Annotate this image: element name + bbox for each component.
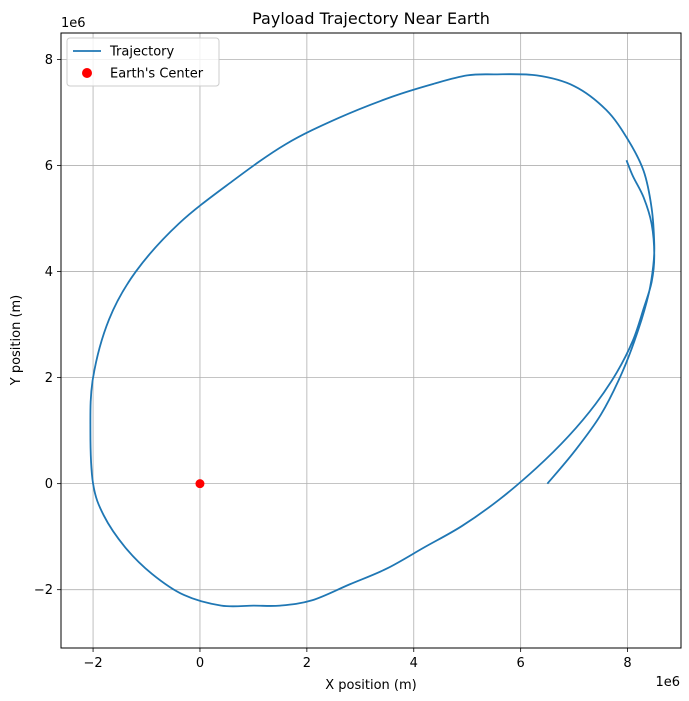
x-tick-label: 2: [303, 656, 311, 671]
x-tick-label: 8: [623, 656, 631, 671]
legend-box: [66, 37, 220, 87]
x-tick-label: 0: [196, 656, 204, 671]
y-tick-label: 6: [45, 159, 53, 174]
y-tick-label: 4: [45, 265, 53, 280]
legend-dot-swatch: [82, 68, 92, 78]
x-tick-label: −2: [83, 656, 102, 671]
x-tick-label: 6: [517, 656, 525, 671]
x-tick-label: 4: [410, 656, 418, 671]
x-axis-label: X position (m): [325, 678, 416, 693]
y-tick-label: −2: [34, 583, 53, 598]
trajectory-line: [89, 73, 656, 608]
legend: Trajectory Earth's Center: [66, 37, 220, 87]
grid: [61, 33, 681, 648]
y-offset-label: 1e6: [61, 16, 86, 31]
legend-label-trajectory: Trajectory: [109, 45, 174, 60]
chart-title: Payload Trajectory Near Earth: [252, 9, 490, 28]
earth-center-point: [195, 479, 205, 489]
plot-frame: [60, 32, 682, 649]
series-layer: [89, 73, 656, 608]
legend-label-earth-center: Earth's Center: [110, 67, 204, 82]
y-tick-label: 0: [45, 477, 53, 492]
y-axis-label: Y position (m): [9, 295, 24, 387]
y-tick-label: 2: [45, 371, 53, 386]
ticks: −2 0 2 4 6 8 −2 0 2 4 6 8: [34, 53, 632, 671]
x-offset-label: 1e6: [655, 675, 680, 690]
y-tick-label: 8: [45, 53, 53, 68]
